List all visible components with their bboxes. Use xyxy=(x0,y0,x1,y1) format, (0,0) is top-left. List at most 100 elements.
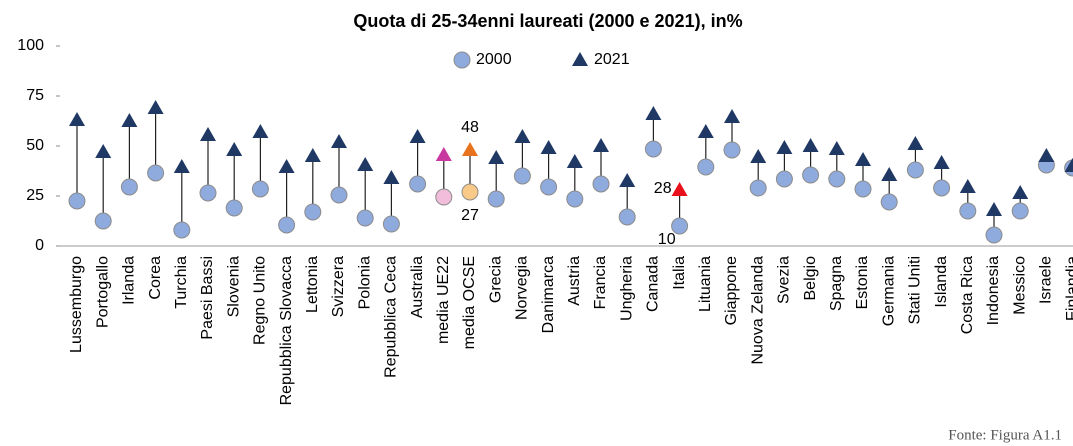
data-point xyxy=(357,157,374,171)
x-tick-label: Francia xyxy=(592,256,609,309)
x-tick-label: Islanda xyxy=(933,256,950,308)
data-point xyxy=(488,150,505,164)
data-point xyxy=(462,142,478,156)
data-point xyxy=(356,209,374,227)
x-tick-label: Italia xyxy=(671,256,688,290)
x-tick-label: Messico xyxy=(1011,256,1028,315)
x-tick-label: Israele xyxy=(1038,256,1055,304)
data-point xyxy=(278,159,295,173)
y-tick-label: 75 xyxy=(26,87,44,104)
data-point xyxy=(95,144,112,158)
data-point xyxy=(985,226,1003,244)
y-tick-label: 0 xyxy=(35,237,44,254)
data-point xyxy=(94,212,112,230)
data-point xyxy=(226,142,243,156)
data-point xyxy=(749,179,767,197)
data-point xyxy=(1011,202,1029,220)
chart-title: Quota di 25-34enni laureati (2000 e 2021… xyxy=(353,11,742,31)
data-point xyxy=(986,202,1002,216)
x-tick-label: Estonia xyxy=(854,256,871,309)
x-tick-label: Finlandia xyxy=(1064,256,1073,321)
data-point xyxy=(959,179,976,193)
x-tick-label: Australia xyxy=(409,256,426,318)
data-label: 28 xyxy=(654,180,672,197)
data-point xyxy=(802,166,820,184)
data-point xyxy=(724,109,740,123)
x-tick-label: Svizzera xyxy=(330,256,347,317)
data-point xyxy=(513,167,531,185)
data-point xyxy=(619,173,636,187)
data-point xyxy=(933,179,951,197)
data-point xyxy=(304,203,322,221)
data-point xyxy=(750,149,767,163)
x-tick-label: Stati Uniti xyxy=(907,256,924,324)
data-point xyxy=(671,182,688,196)
data-point xyxy=(828,170,846,188)
x-tick-label: Lettonia xyxy=(304,256,321,313)
data-point xyxy=(173,221,191,239)
x-tick-label: Lussemburgo xyxy=(68,256,85,353)
data-label: 10 xyxy=(658,231,676,248)
data-point xyxy=(120,178,138,196)
data-point xyxy=(278,216,296,234)
data-point xyxy=(331,134,347,148)
data-point xyxy=(802,138,819,152)
x-tick-label: Portogallo xyxy=(94,256,111,328)
data-point xyxy=(959,202,977,220)
legend-label: 2021 xyxy=(594,51,630,68)
data-point xyxy=(855,152,871,166)
x-tick-label: media OCSE xyxy=(461,256,478,349)
legend-marker xyxy=(572,52,588,66)
data-point xyxy=(644,140,662,158)
y-tick-label: 25 xyxy=(26,187,44,204)
data-point xyxy=(854,180,872,198)
data-point xyxy=(487,190,505,208)
data-label: 48 xyxy=(461,119,479,136)
data-point xyxy=(566,190,584,208)
x-tick-label: Repubblica Slovacca xyxy=(278,256,295,406)
data-point xyxy=(330,186,348,204)
data-point xyxy=(828,141,845,155)
data-point xyxy=(304,148,321,162)
x-tick-label: Canada xyxy=(645,256,662,312)
data-point xyxy=(252,124,269,138)
data-point xyxy=(881,167,898,181)
x-tick-label: Regno Unito xyxy=(252,256,269,345)
data-point xyxy=(409,129,426,143)
data-point xyxy=(435,188,453,206)
data-point xyxy=(775,170,793,188)
x-tick-label: Nuova Zelanda xyxy=(749,256,766,365)
x-tick-label: Danimarca xyxy=(540,256,557,333)
data-point xyxy=(251,180,269,198)
legend-label: 2000 xyxy=(476,51,512,68)
x-tick-label: Austria xyxy=(566,256,583,306)
x-tick-label: Irlanda xyxy=(121,256,138,305)
data-point xyxy=(199,184,217,202)
data-point xyxy=(69,112,85,126)
x-tick-label: Norvegia xyxy=(514,256,531,320)
legend-marker xyxy=(453,51,471,69)
x-tick-label: Repubblica Ceca xyxy=(383,256,400,378)
data-point xyxy=(200,127,216,141)
x-tick-label: Corea xyxy=(147,256,164,300)
data-point xyxy=(147,164,165,182)
data-point xyxy=(540,178,558,196)
data-label: 27 xyxy=(461,207,479,224)
data-point xyxy=(514,129,531,143)
data-point xyxy=(618,208,636,226)
source: Fonte: Figura A1.1 xyxy=(948,427,1062,443)
data-point xyxy=(593,138,609,152)
data-point xyxy=(461,183,479,201)
x-tick-label: Giappone xyxy=(723,256,740,325)
data-point xyxy=(880,193,898,211)
data-point xyxy=(121,113,138,127)
data-point xyxy=(1038,148,1055,162)
data-point xyxy=(907,136,924,150)
data-point xyxy=(723,141,741,159)
x-tick-label: Polonia xyxy=(356,256,373,309)
data-point xyxy=(382,215,400,233)
data-point xyxy=(933,155,950,169)
data-point xyxy=(906,161,924,179)
y-tick-label: 50 xyxy=(26,137,44,154)
